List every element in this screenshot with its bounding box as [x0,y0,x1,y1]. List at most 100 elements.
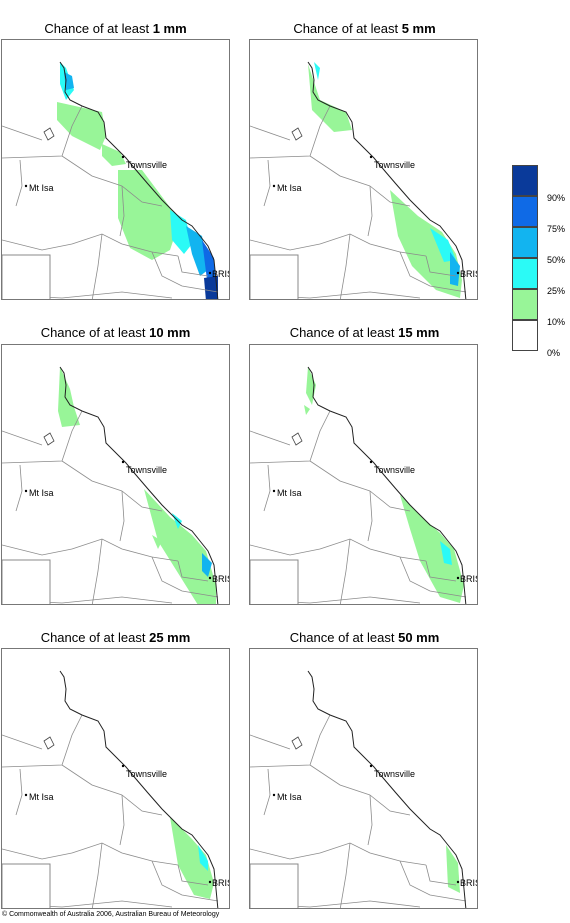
probability-area [57,102,106,150]
coastline [59,670,219,908]
probability-area [186,226,208,276]
district-boundary [399,251,467,293]
district-boundary [2,544,73,556]
district-boundary [2,714,83,768]
coastline [59,61,219,299]
district-boundary [250,734,291,750]
legend-label-50: 50% [547,255,566,265]
gulf-coast [43,736,55,750]
inset-box [2,559,51,604]
district-boundary [121,490,163,512]
district-boundary [399,860,467,902]
legend-swatch-10 [512,289,538,320]
probability-area [102,144,126,166]
town-dot-townsville [369,764,373,768]
map-svg-15mm [250,366,467,604]
coastline [307,366,467,604]
map-50mm: Townsville Mt Isa BRIS [249,648,478,909]
district-boundary [2,125,43,141]
district-boundary [61,155,123,187]
map-svg-50mm [250,670,467,908]
probability-area [308,64,352,132]
district-boundary [369,185,411,207]
town-label-townsville: Townsville [374,160,416,170]
district-boundary [250,544,321,556]
probability-area [314,62,320,80]
district-boundary [91,538,103,604]
legend-swatch-0 [512,320,538,351]
gulf-coast [291,432,303,446]
gulf-coast [291,736,303,750]
district-boundary [15,768,23,816]
town-label-townsville: Townsville [126,769,168,779]
gulf-coast [43,127,55,141]
district-boundary [71,842,179,866]
legend-label-90: 90% [547,193,566,203]
probability-area [58,367,80,427]
district-boundary [309,764,371,796]
town-dot-bris [456,271,460,275]
district-boundary [121,794,163,816]
inset-box [250,863,299,908]
town-dot-bris [456,576,460,580]
district-boundary [250,125,291,141]
district-boundary [250,714,331,768]
district-boundary [319,842,427,866]
district-boundary [15,159,23,207]
town-label-townsville: Townsville [126,465,168,475]
town-dot-mt_isa [24,793,28,797]
town-label-bris: BRIS [460,269,477,279]
panel-title-1mm: Chance of at least 1 mm [44,21,187,36]
map-5mm: Townsville Mt Isa BRIS [249,39,478,300]
town-dot-townsville [121,460,125,464]
town-label-townsville: Townsville [126,160,168,170]
probability-area [202,553,212,577]
district-boundary [309,155,371,187]
legend-swatch-90 [512,165,538,196]
coastline [307,670,467,908]
district-boundary [399,556,467,598]
legend-label-0: 0% [547,348,561,358]
map-svg-25mm [2,670,219,908]
district-boundary [119,185,125,237]
district-boundary [367,490,373,542]
inset-box [2,863,51,908]
district-boundary [425,864,457,886]
town-dot-mt_isa [272,793,276,797]
district-boundary [263,159,271,207]
district-boundary [91,233,103,299]
town-dot-townsville [369,155,373,159]
town-dot-townsville [369,460,373,464]
town-dot-bris [208,576,212,580]
gulf-coast [291,127,303,141]
map-svg-10mm [2,366,219,604]
probability-area [152,535,162,549]
panel-title-50mm: Chance of at least 50 mm [289,630,440,645]
map-svg-5mm [250,61,467,299]
district-boundary [2,105,83,159]
district-boundary [121,185,163,207]
legend-swatch-75 [512,196,538,227]
district-boundary [250,410,331,464]
district-boundary [119,794,125,846]
town-label-bris: BRIS [212,574,229,584]
map-15mm: Townsville Mt Isa BRIS [249,344,478,605]
district-boundary [250,430,291,446]
probability-area [430,228,456,262]
coastline [59,366,219,604]
district-boundary [177,255,209,277]
probability-area [450,252,460,286]
district-boundary [319,233,427,257]
town-dot-bris [456,880,460,884]
town-dot-bris [208,271,212,275]
panel-title-25mm: Chance of at least 25 mm [40,630,191,645]
map-25mm: Townsville Mt Isa BRIS [1,648,230,909]
district-boundary [2,430,43,446]
town-label-bris: BRIS [212,269,229,279]
district-boundary [2,410,83,464]
town-label-townsville: Townsville [374,465,416,475]
town-label-mt_isa: Mt Isa [277,183,302,193]
district-boundary [61,764,123,796]
probability-area [170,210,192,254]
legend-label-25: 25% [547,286,566,296]
